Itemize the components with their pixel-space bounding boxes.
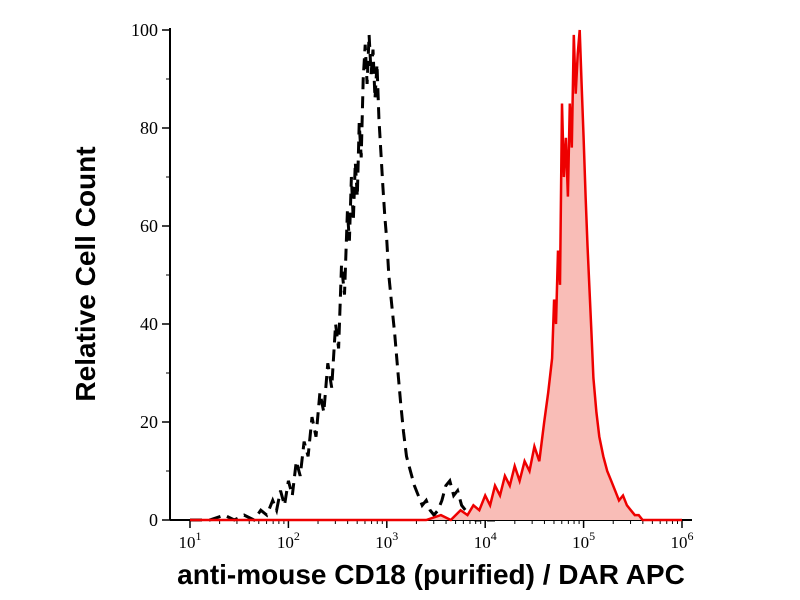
x-tick-label: 101 (179, 529, 202, 552)
x-tick-label: 102 (277, 529, 300, 552)
x-tick-label: 105 (572, 529, 595, 552)
stained-red-filled-fill (190, 30, 682, 520)
y-tick-label: 20 (140, 412, 158, 432)
y-tick-label: 80 (140, 118, 158, 138)
y-axis-title: Relative Cell Count (70, 146, 101, 401)
negative-control-dashed-open-curve (190, 34, 495, 522)
stained-red-filled-curve (190, 29, 682, 522)
y-tick-label: 40 (140, 314, 158, 334)
x-axis-title: anti-mouse CD18 (purified) / DAR APC (177, 559, 685, 590)
y-tick-label: 0 (149, 510, 158, 530)
plot-area: 101 102 103 104 105 106 0 20 40 60 80 100 (131, 20, 694, 552)
x-tick-label: 106 (671, 529, 694, 552)
y-tick-label: 100 (131, 20, 158, 40)
x-tick-label: 104 (474, 529, 497, 552)
x-tick-label: 103 (375, 529, 398, 552)
y-tick-label: 60 (140, 216, 158, 236)
